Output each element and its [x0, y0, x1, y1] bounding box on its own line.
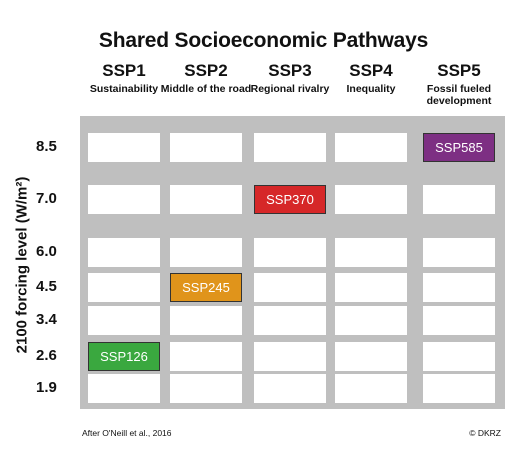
empty-cell: [423, 185, 495, 214]
scenario-badge-ssp585: SSP585: [423, 133, 495, 162]
forcing-level-label: 7.0: [36, 190, 57, 207]
forcing-level-label: 1.9: [36, 379, 57, 396]
empty-cell: [88, 306, 160, 335]
empty-cell: [170, 238, 242, 267]
column-code: SSP3: [268, 61, 312, 80]
scenario-grid: SSP585 SSP370 SSP245 SSP126: [80, 116, 505, 409]
empty-cell: [423, 238, 495, 267]
empty-cell: [254, 374, 326, 403]
empty-cell: [335, 185, 407, 214]
empty-cell: [423, 374, 495, 403]
empty-cell: [335, 238, 407, 267]
column-description: Fossil fueled development: [426, 83, 492, 107]
empty-cell: [254, 342, 326, 371]
column-description: Sustainability: [89, 83, 159, 95]
column-description: Regional rivalry: [250, 83, 330, 95]
column-header-ssp2: SSP2 Middle of the road: [158, 61, 254, 96]
empty-cell: [170, 306, 242, 335]
forcing-level-label: 4.5: [36, 278, 57, 295]
diagram-title: Shared Socioeconomic Pathways: [98, 29, 429, 52]
column-description: Inequality: [346, 83, 396, 95]
empty-cell: [335, 306, 407, 335]
empty-cell: [170, 374, 242, 403]
forcing-level-label: 8.5: [36, 138, 57, 155]
column-code: SSP2: [184, 61, 228, 80]
scenario-badge-ssp126: SSP126: [88, 342, 160, 371]
source-note: After O'Neill et al., 2016: [82, 428, 172, 438]
forcing-level-label: 2.6: [36, 347, 57, 364]
column-header-ssp1: SSP1 Sustainability: [76, 61, 172, 96]
empty-cell: [423, 273, 495, 302]
column-header-ssp4: SSP4 Inequality: [323, 61, 419, 96]
empty-cell: [254, 238, 326, 267]
empty-cell: [170, 133, 242, 162]
empty-cell: [88, 238, 160, 267]
column-code: SSP4: [349, 61, 393, 80]
empty-cell: [335, 273, 407, 302]
empty-cell: [170, 342, 242, 371]
forcing-level-label: 6.0: [36, 243, 57, 260]
empty-cell: [254, 306, 326, 335]
column-header-ssp5: SSP5 Fossil fueled development: [411, 61, 507, 108]
column-description: Middle of the road: [160, 83, 252, 95]
forcing-level-label: 3.4: [36, 311, 57, 328]
column-code: SSP5: [437, 61, 481, 80]
empty-cell: [170, 185, 242, 214]
empty-cell: [254, 133, 326, 162]
empty-cell: [335, 374, 407, 403]
column-header-ssp3: SSP3 Regional rivalry: [242, 61, 338, 96]
empty-cell: [88, 374, 160, 403]
empty-cell: [254, 273, 326, 302]
empty-cell: [88, 133, 160, 162]
column-code: SSP1: [102, 61, 146, 80]
empty-cell: [88, 185, 160, 214]
credit-note: © DKRZ: [469, 428, 501, 438]
scenario-badge-ssp245: SSP245: [170, 273, 242, 302]
empty-cell: [335, 133, 407, 162]
empty-cell: [335, 342, 407, 371]
empty-cell: [423, 342, 495, 371]
y-axis-label: 2100 forcing level (W/m²): [13, 176, 31, 354]
scenario-badge-ssp370: SSP370: [254, 185, 326, 214]
empty-cell: [88, 273, 160, 302]
empty-cell: [423, 306, 495, 335]
